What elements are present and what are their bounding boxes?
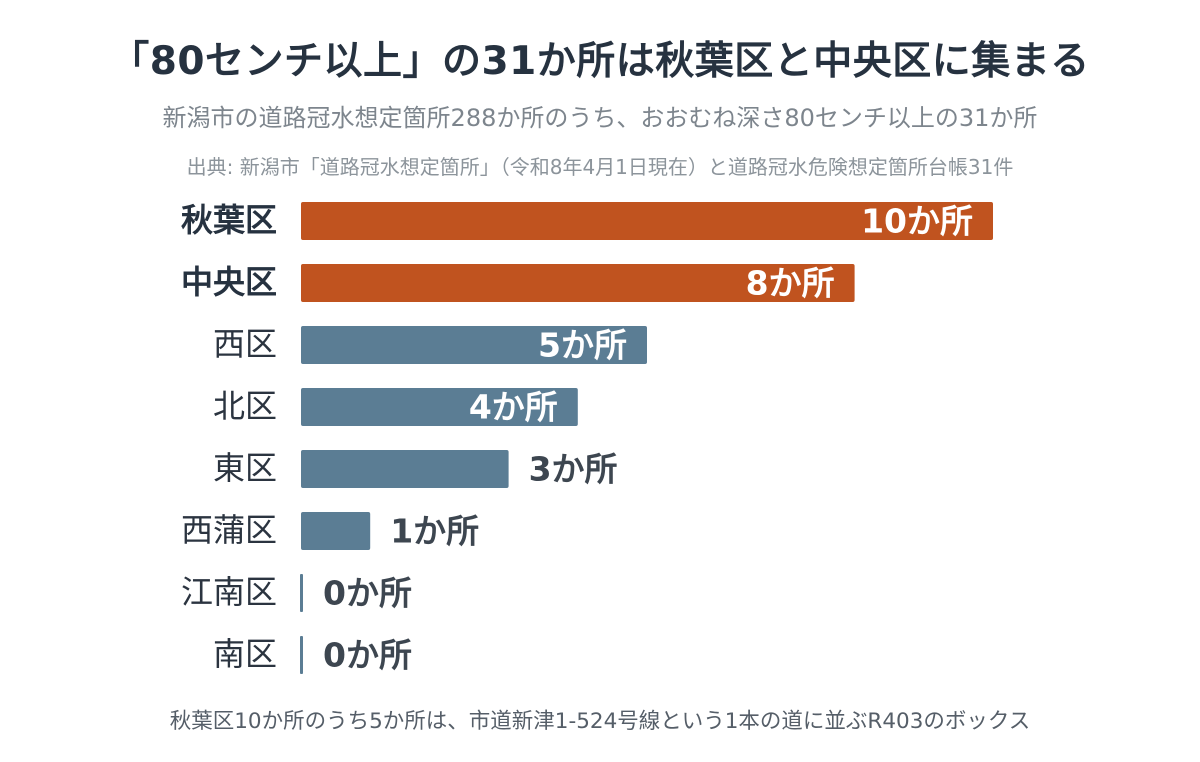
bar — [300, 574, 303, 612]
chart-title: 「80センチ以上」の31か所は秋葉区と中央区に集まる — [110, 39, 1090, 84]
category-label: 南区 — [213, 635, 277, 673]
value-label: 0か所 — [323, 636, 412, 675]
bar — [301, 512, 371, 550]
category-label: 秋葉区 — [181, 201, 277, 239]
value-label: 5か所 — [538, 326, 627, 365]
value-label: 8か所 — [746, 264, 835, 303]
category-label: 北区 — [213, 387, 277, 425]
category-label: 江南区 — [181, 573, 277, 611]
category-label: 東区 — [213, 449, 277, 487]
bar — [301, 326, 647, 364]
category-label: 中央区 — [181, 263, 277, 301]
chart-subtitle: 新潟市の道路冠水想定箇所288か所のうち、おおむね深さ80センチ以上の31か所 — [162, 104, 1038, 132]
bar — [300, 636, 303, 674]
bar — [301, 264, 855, 302]
value-label: 0か所 — [323, 574, 412, 613]
value-label: 10か所 — [861, 202, 973, 241]
category-label: 西蒲区 — [181, 511, 277, 549]
chart-source: 出典: 新潟市「道路冠水想定箇所」（令和8年4月1日現在）と道路冠水危険想定箇所… — [186, 155, 1014, 179]
category-label: 西区 — [213, 325, 277, 363]
value-label: 3か所 — [529, 450, 618, 489]
chart-footnote: 秋葉区10か所のうち5か所は、市道新津1-524号線という1本の道に並ぶR403… — [169, 709, 1031, 734]
value-label: 1か所 — [390, 512, 479, 551]
value-label: 4か所 — [469, 388, 558, 427]
bar — [301, 202, 993, 240]
bar — [301, 388, 578, 426]
bar — [301, 450, 509, 488]
